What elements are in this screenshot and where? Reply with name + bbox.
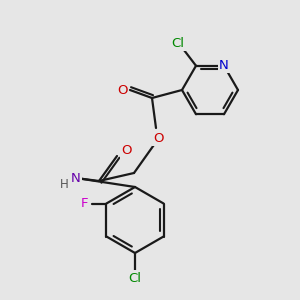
Text: Cl: Cl [172, 37, 184, 50]
Text: Cl: Cl [128, 272, 142, 284]
Text: O: O [121, 145, 131, 158]
Text: N: N [71, 172, 81, 184]
Text: O: O [117, 83, 127, 97]
Text: F: F [81, 197, 88, 210]
Text: O: O [153, 131, 163, 145]
Text: H: H [60, 178, 68, 190]
Text: N: N [219, 59, 229, 72]
